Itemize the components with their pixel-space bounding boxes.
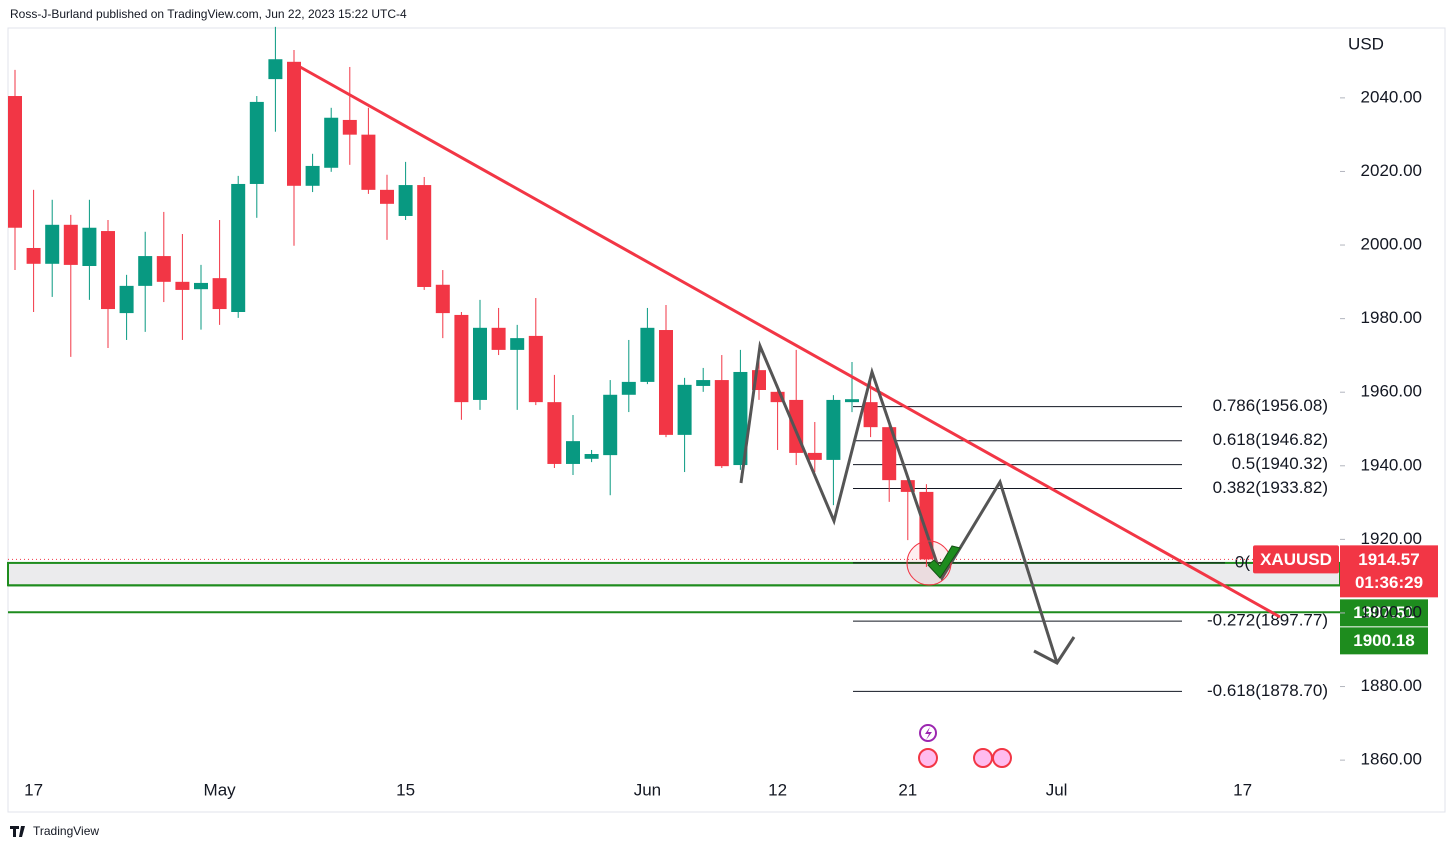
event-icon-bolt <box>925 727 932 740</box>
x-tick-label: 15 <box>396 780 415 799</box>
candle-body <box>863 402 878 428</box>
fib-label: 0( <box>1235 552 1250 571</box>
source-note: Ross-J-Burland published on TradingView.… <box>10 7 407 21</box>
fib-label: 0.382(1933.82) <box>1213 478 1328 497</box>
candle-body <box>175 281 190 290</box>
candle-body <box>566 441 580 464</box>
candle-body <box>473 327 487 400</box>
frame <box>7 27 1446 813</box>
candle-body <box>770 391 785 403</box>
countdown-label: 01:36:29 <box>1355 573 1423 592</box>
candle-body <box>584 454 599 459</box>
y-tick-label: 2020.00 <box>1361 161 1422 180</box>
candle-body <box>45 224 60 264</box>
projection-arrowhead <box>1033 636 1076 665</box>
flag-icon <box>918 748 938 768</box>
candle-body <box>398 185 413 216</box>
plot: 0.786(1956.08) 0.618(1946.82) 0.5(1940.32)… <box>7 26 1341 700</box>
price-line-label: 1900.18 <box>1353 631 1414 650</box>
y-tick-label: 1960.00 <box>1361 382 1422 401</box>
y-tick-label: 1880.00 <box>1361 676 1422 695</box>
x-tick-label: May <box>204 780 237 799</box>
x-tick-label: 17 <box>24 780 43 799</box>
candle-body <box>287 61 301 186</box>
flag-icon <box>992 748 1012 768</box>
y-tick-label: 1940.00 <box>1361 455 1422 474</box>
x-tick-label: 12 <box>768 780 787 799</box>
projection-path <box>739 340 1059 664</box>
candle-body <box>268 59 283 80</box>
flag-icon <box>973 748 993 768</box>
candle-body <box>528 335 543 403</box>
price-tags: XAUUSD 1914.57 01:36:29 1907.51 1900.18 <box>1253 545 1438 655</box>
candle-body <box>380 189 394 204</box>
candle-body <box>324 117 339 168</box>
fib-label: -0.272(1897.77) <box>1207 611 1328 630</box>
candle-body <box>640 327 655 382</box>
candle-body <box>826 399 841 460</box>
candle-body <box>807 452 822 460</box>
candle-body <box>361 134 376 190</box>
candle-body <box>677 384 692 435</box>
candle-body <box>454 314 469 403</box>
candle-body <box>101 231 115 310</box>
brand-logo <box>10 826 25 837</box>
candle-body <box>119 285 134 314</box>
candle-body <box>8 96 22 228</box>
y-tick-label: 2040.00 <box>1361 87 1422 106</box>
candle-body <box>621 381 636 395</box>
y-tick-label: 2000.00 <box>1361 235 1422 254</box>
candle-body <box>194 282 208 290</box>
candle-body <box>696 380 711 386</box>
price-line-tag <box>1340 599 1428 627</box>
fib-label: 0.5(1940.32) <box>1232 454 1328 473</box>
x-tick-label: 21 <box>898 780 917 799</box>
x-tick-label: Jun <box>634 780 661 799</box>
candle-body <box>900 480 915 492</box>
candle-body <box>342 119 357 135</box>
y-tick-label: 1980.00 <box>1361 308 1422 327</box>
candle-body <box>156 256 171 282</box>
x-tick-label: Jul <box>1046 780 1068 799</box>
fib-label: -0.618(1878.70) <box>1207 681 1328 700</box>
candle-body <box>417 185 432 287</box>
trendline <box>292 61 1281 619</box>
last-price-label: 1914.57 <box>1358 550 1419 569</box>
price-line-tag <box>1340 627 1428 655</box>
fib-label: 0.618(1946.82) <box>1213 430 1328 449</box>
candle-body <box>603 394 618 456</box>
last-price-tag <box>1340 545 1438 598</box>
candle-body <box>82 227 97 267</box>
candle-body <box>491 327 506 350</box>
candle-body <box>249 101 264 184</box>
candle-body <box>845 399 859 403</box>
candle-body <box>882 427 897 481</box>
fib-label: 0.786(1956.08) <box>1213 396 1328 415</box>
candle-body <box>435 284 450 314</box>
candle-body <box>547 402 562 464</box>
symbol-tag <box>1253 545 1339 574</box>
x-tick-label: 17 <box>1233 780 1252 799</box>
checkmark <box>927 545 961 579</box>
y-tick-label: 1920.00 <box>1361 529 1422 548</box>
support-zone <box>7 561 1341 587</box>
candle-body <box>231 183 246 312</box>
y-tick-label: 1860.00 <box>1361 750 1422 769</box>
y-axis-label: USD <box>1348 34 1384 53</box>
brand: TradingView <box>33 824 99 838</box>
candle-body <box>26 247 41 264</box>
candle-body <box>733 371 748 466</box>
candle-body <box>63 224 78 265</box>
candle-body <box>659 330 673 435</box>
candle-body <box>138 256 153 286</box>
symbol-label: XAUUSD <box>1260 550 1332 569</box>
y-tick-label: 1900.00 <box>1361 602 1422 621</box>
candle-body <box>510 338 525 350</box>
candle-body <box>212 278 227 310</box>
price-line-label: 1907.51 <box>1353 603 1414 622</box>
candle-body <box>305 165 320 186</box>
candle-body <box>714 380 729 467</box>
